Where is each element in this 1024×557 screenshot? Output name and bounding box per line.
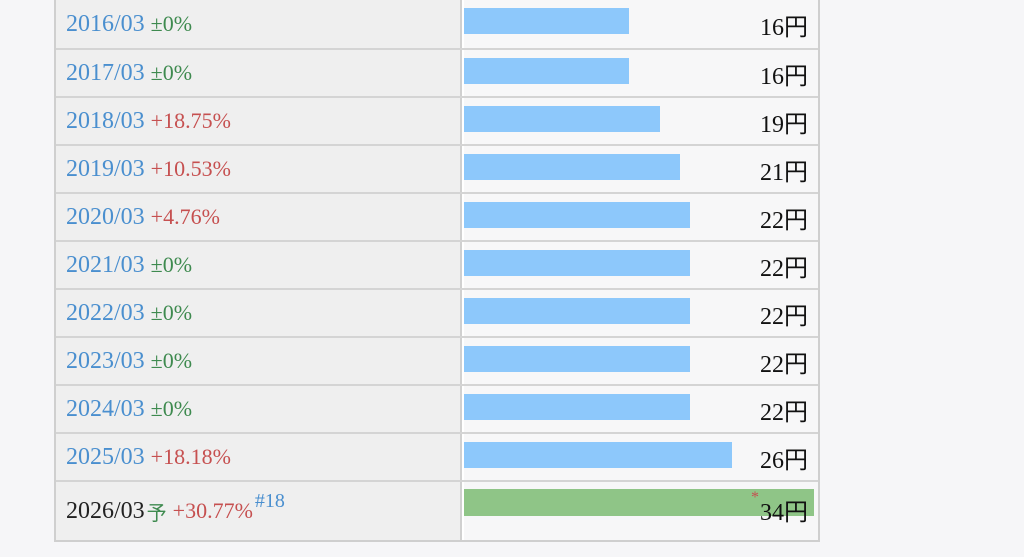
change-percent: +10.53% <box>150 156 231 181</box>
dividend-bar <box>464 394 690 420</box>
period-cell: 2019/03 +10.53% <box>56 146 462 192</box>
amount-cell: 22円 <box>464 386 818 432</box>
amount-cell: 22円 <box>464 338 818 384</box>
period-link[interactable]: 2016/03 <box>66 10 145 37</box>
change-percent: ±0% <box>150 11 193 36</box>
dividend-row: 2018/03 +18.75% 19円 <box>56 96 818 144</box>
amount-cell: 19円 <box>464 98 818 144</box>
period-cell: 2018/03 +18.75% <box>56 98 462 144</box>
dividend-amount: 21円 <box>760 159 808 186</box>
forecast-row: 2026/03 予 +30.77% #18 * 34円 <box>56 480 818 540</box>
dividend-bar <box>464 58 629 84</box>
dividend-bar <box>464 106 660 132</box>
period-cell: 2022/03 ±0% <box>56 290 462 336</box>
estimate-asterisk: * <box>751 489 759 506</box>
period-cell: 2023/03 ±0% <box>56 338 462 384</box>
dividend-amount: 19円 <box>760 111 808 138</box>
amount-cell: 21円 <box>464 146 818 192</box>
period-link[interactable]: 2022/03 <box>66 299 145 326</box>
forecast-period: 2026/03 <box>66 497 145 524</box>
amount-cell: * 34円 <box>464 482 818 540</box>
dividend-row: 2017/03 ±0% 16円 <box>56 48 818 96</box>
dividend-row: 2023/03 ±0% 22円 <box>56 336 818 384</box>
dividend-bar <box>464 154 680 180</box>
period-cell: 2021/03 ±0% <box>56 242 462 288</box>
dividend-row: 2025/03 +18.18% 26円 <box>56 432 818 480</box>
period-link[interactable]: 2020/03 <box>66 203 145 230</box>
dividend-table: 2016/03 ±0% 16円 2017/03 ±0% 16円 2018/03 +18.75%… <box>54 0 820 542</box>
period-link[interactable]: 2023/03 <box>66 347 145 374</box>
forecast-amount-text: 34円 <box>760 500 808 526</box>
dividend-bar <box>464 250 690 276</box>
dividend-amount: 22円 <box>760 255 808 282</box>
dividend-row: 2016/03 ±0% 16円 <box>56 0 818 48</box>
dividend-row: 2020/03 +4.76% 22円 <box>56 192 818 240</box>
dividend-row: 2022/03 ±0% 22円 <box>56 288 818 336</box>
amount-cell: 22円 <box>464 242 818 288</box>
dividend-bar <box>464 346 690 372</box>
change-percent: +4.76% <box>150 204 220 229</box>
amount-cell: 16円 <box>464 50 818 96</box>
dividend-bar <box>464 8 629 34</box>
period-link[interactable]: 2024/03 <box>66 395 145 422</box>
forecast-bar <box>464 489 814 516</box>
period-cell: 2024/03 ±0% <box>56 386 462 432</box>
change-percent: ±0% <box>150 300 193 325</box>
change-percent: ±0% <box>150 252 193 277</box>
dividend-bar <box>464 442 732 468</box>
period-cell: 2016/03 ±0% <box>56 0 462 48</box>
period-cell: 2026/03 予 +30.77% #18 <box>56 482 462 540</box>
amount-cell: 22円 <box>464 290 818 336</box>
change-percent: +18.18% <box>150 444 231 469</box>
change-percent: +18.75% <box>150 108 231 133</box>
change-percent: +30.77% <box>172 498 253 523</box>
dividend-row: 2024/03 ±0% 22円 <box>56 384 818 432</box>
period-cell: 2017/03 ±0% <box>56 50 462 96</box>
amount-cell: 26円 <box>464 434 818 480</box>
change-percent: ±0% <box>150 60 193 85</box>
dividend-bar <box>464 202 690 228</box>
dividend-amount: 16円 <box>760 14 808 41</box>
amount-cell: 22円 <box>464 194 818 240</box>
period-link[interactable]: 2025/03 <box>66 443 145 470</box>
dividend-row: 2021/03 ±0% 22円 <box>56 240 818 288</box>
amount-cell: 16円 <box>464 0 818 48</box>
period-link[interactable]: 2021/03 <box>66 251 145 278</box>
period-cell: 2020/03 +4.76% <box>56 194 462 240</box>
dividend-amount: 22円 <box>760 399 808 426</box>
change-percent: ±0% <box>150 348 193 373</box>
forecast-amount: * 34円 <box>751 482 808 540</box>
forecast-mark: 予 <box>146 502 167 525</box>
period-cell: 2025/03 +18.18% <box>56 434 462 480</box>
footnote-reference-link[interactable]: #18 <box>254 489 285 512</box>
dividend-amount: 22円 <box>760 351 808 378</box>
dividend-amount: 22円 <box>760 207 808 234</box>
dividend-amount: 22円 <box>760 303 808 330</box>
change-percent: ±0% <box>150 396 193 421</box>
period-link[interactable]: 2017/03 <box>66 59 145 86</box>
dividend-bar <box>464 298 690 324</box>
period-link[interactable]: 2018/03 <box>66 107 145 134</box>
period-link[interactable]: 2019/03 <box>66 155 145 182</box>
dividend-amount: 16円 <box>760 63 808 90</box>
dividend-row: 2019/03 +10.53% 21円 <box>56 144 818 192</box>
dividend-amount: 26円 <box>760 447 808 474</box>
